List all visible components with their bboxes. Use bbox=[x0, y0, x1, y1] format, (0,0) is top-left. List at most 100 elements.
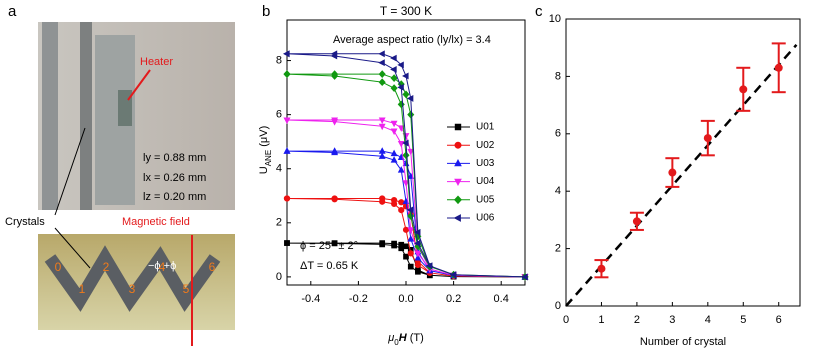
crystal-number: 0 bbox=[55, 260, 62, 274]
marker bbox=[397, 125, 405, 132]
y-tick-label: 8 bbox=[276, 54, 282, 66]
panel-label: a bbox=[8, 3, 17, 20]
marker bbox=[331, 240, 338, 247]
marker bbox=[378, 50, 385, 58]
y-tick-label: 6 bbox=[276, 109, 282, 121]
crystal-numbers: 0 1 2 3 4 5 6 bbox=[55, 260, 216, 296]
crystal-number: 1 bbox=[79, 282, 86, 296]
crystal-number: 6 bbox=[209, 260, 216, 274]
x-tick-label: 1 bbox=[598, 314, 604, 326]
marker bbox=[378, 117, 386, 124]
marker bbox=[398, 245, 405, 252]
x-tick-label: -0.4 bbox=[301, 293, 320, 305]
photo-bar bbox=[80, 22, 92, 210]
marker bbox=[390, 120, 398, 128]
marker bbox=[331, 72, 339, 80]
x-axis-label: μ0H (T) bbox=[387, 332, 424, 347]
x-tick-label: 0.0 bbox=[398, 293, 413, 305]
marker bbox=[378, 78, 386, 87]
point bbox=[703, 134, 712, 143]
point bbox=[668, 168, 677, 177]
plot-frame bbox=[565, 18, 801, 307]
marker bbox=[390, 54, 397, 62]
marker bbox=[425, 262, 433, 270]
marker bbox=[330, 52, 338, 60]
marker bbox=[407, 148, 415, 156]
marker bbox=[521, 273, 528, 281]
arrow bbox=[54, 227, 91, 269]
y-tick-label: 2 bbox=[276, 217, 282, 229]
y-tick-label: 8 bbox=[555, 70, 561, 82]
legend-marker bbox=[454, 123, 462, 131]
panel-label: b bbox=[262, 3, 270, 20]
marker bbox=[378, 152, 386, 159]
y-tick-label: 10 bbox=[549, 13, 561, 25]
point bbox=[774, 63, 783, 72]
crystals-label: Crystals bbox=[5, 216, 45, 228]
point bbox=[597, 264, 606, 273]
y-axis-label: UANE (μV) bbox=[258, 126, 273, 174]
legend-label: U05 bbox=[476, 194, 495, 205]
legend-label: U01 bbox=[476, 122, 495, 133]
marker bbox=[390, 128, 398, 136]
arrow bbox=[54, 127, 86, 216]
legend-marker bbox=[454, 195, 462, 205]
marker bbox=[283, 195, 291, 202]
y-tick-label: 6 bbox=[555, 128, 561, 140]
marker bbox=[284, 240, 290, 246]
marker bbox=[414, 261, 421, 269]
fit-line bbox=[565, 44, 798, 307]
marker bbox=[397, 83, 404, 91]
crystal-number: 4 bbox=[159, 260, 166, 274]
photo-heater bbox=[118, 90, 132, 126]
marker bbox=[391, 200, 398, 207]
marker bbox=[331, 148, 339, 156]
y-tick-label: 4 bbox=[276, 163, 282, 175]
y-tick-label: 0 bbox=[276, 271, 282, 283]
legend-marker bbox=[453, 214, 461, 222]
x-tick-label: 4 bbox=[705, 314, 711, 326]
legend-marker bbox=[454, 159, 462, 167]
legend-label: U06 bbox=[476, 213, 495, 224]
marker bbox=[402, 90, 410, 99]
marker bbox=[407, 263, 414, 270]
x-tick-label: 3 bbox=[669, 314, 675, 326]
marker bbox=[413, 228, 421, 236]
marker bbox=[402, 72, 409, 80]
crystal-number: 2 bbox=[103, 260, 110, 274]
x-tick-label: 6 bbox=[776, 314, 782, 326]
x-axis-label: Number of crystal bbox=[640, 336, 726, 348]
marker bbox=[283, 70, 291, 78]
marker bbox=[390, 149, 398, 157]
marker bbox=[283, 117, 291, 124]
marker bbox=[402, 226, 410, 233]
annotation: Average aspect ratio (ly/lx) = 3.4 bbox=[333, 34, 491, 46]
marker bbox=[378, 123, 386, 131]
marker bbox=[413, 239, 421, 247]
marker bbox=[407, 235, 415, 242]
marker bbox=[379, 198, 386, 205]
marker bbox=[398, 199, 405, 206]
legend-label: U03 bbox=[476, 158, 495, 169]
x-tick-label: 0.4 bbox=[494, 293, 509, 305]
field-label: Magnetic field bbox=[122, 216, 190, 228]
point bbox=[739, 85, 748, 94]
y-tick-label: 0 bbox=[555, 300, 561, 312]
legend-label: U02 bbox=[476, 140, 495, 151]
marker bbox=[414, 250, 422, 258]
marker bbox=[397, 61, 404, 69]
marker bbox=[398, 206, 405, 214]
photo-bar bbox=[42, 22, 58, 210]
heater-label: Heater bbox=[140, 56, 173, 68]
photo-crystals bbox=[44, 245, 221, 312]
y-tick-label: 2 bbox=[555, 243, 561, 255]
angle-label: −ϕ +ϕ bbox=[148, 260, 176, 272]
marker bbox=[414, 254, 422, 261]
marker bbox=[402, 151, 410, 160]
marker bbox=[403, 243, 409, 250]
panel-label: c bbox=[535, 3, 543, 20]
x-tick-label: -0.2 bbox=[349, 293, 368, 305]
arrow bbox=[127, 69, 151, 101]
dimension: lz = 0.20 mm bbox=[143, 191, 206, 203]
